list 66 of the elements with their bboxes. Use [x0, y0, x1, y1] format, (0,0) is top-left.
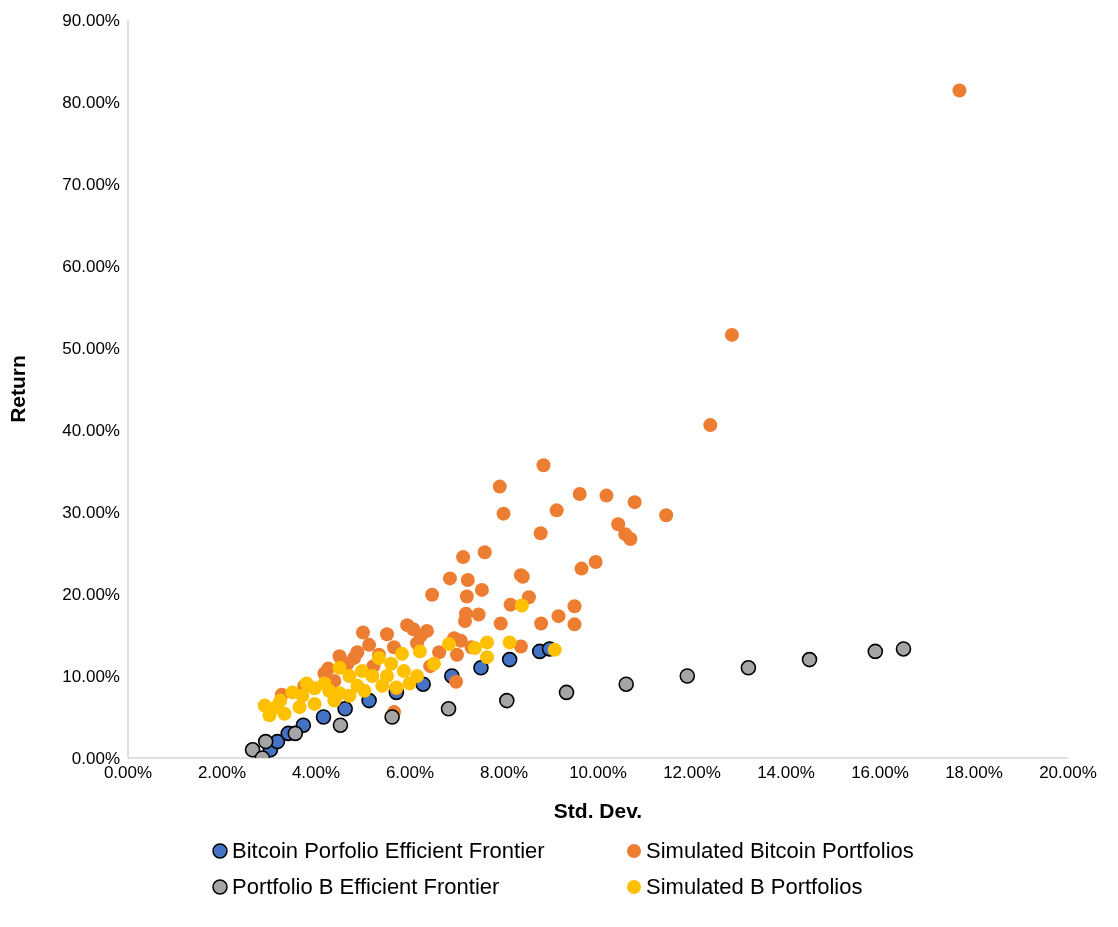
point: [402, 676, 417, 691]
x-tick-label: 8.00%: [479, 763, 529, 783]
point: [480, 635, 495, 650]
point: [384, 656, 399, 671]
point: [440, 701, 457, 717]
point: [514, 598, 529, 613]
point: [292, 700, 307, 715]
x-tick-label: 6.00%: [385, 763, 435, 783]
x-tick-label: 12.00%: [663, 763, 721, 783]
y-tick-label: 40.00%: [62, 421, 120, 441]
point: [337, 701, 353, 717]
point: [332, 660, 347, 675]
x-tick-label: 4.00%: [291, 763, 341, 783]
y-tick-label: 60.00%: [62, 257, 120, 277]
point: [801, 651, 818, 668]
y-axis-title: Return: [6, 355, 30, 423]
point: [332, 717, 349, 733]
point: [547, 642, 562, 657]
point: [442, 637, 457, 652]
legend-label: Simulated B Portfolios: [646, 874, 863, 900]
x-tick-label: 20.00%: [1039, 763, 1097, 783]
point: [395, 646, 410, 661]
point: [375, 678, 390, 693]
x-tick-label: 10.00%: [569, 763, 627, 783]
point: [322, 683, 337, 698]
point: [342, 688, 357, 703]
point: [499, 692, 515, 709]
point: [473, 660, 489, 676]
point: [618, 676, 634, 692]
point: [740, 660, 757, 676]
point: [867, 643, 884, 660]
point: [342, 669, 357, 683]
point: [287, 725, 304, 742]
point: [257, 733, 274, 750]
point: [285, 685, 300, 700]
y-tick-label: 90.00%: [62, 11, 120, 31]
point: [355, 664, 370, 679]
point: [307, 696, 322, 711]
point: [396, 664, 411, 679]
y-tick-label: 70.00%: [62, 175, 120, 195]
y-tick-label: 80.00%: [62, 93, 120, 113]
y-tick-label: 20.00%: [62, 585, 120, 605]
x-tick-label: 16.00%: [851, 763, 909, 783]
y-tick-label: 10.00%: [62, 667, 120, 687]
y-tick-label: 30.00%: [62, 503, 120, 523]
point: [412, 644, 427, 659]
legend-label: Portfolio B Efficient Frontier: [232, 874, 500, 900]
point: [679, 668, 696, 684]
x-tick-label: 14.00%: [757, 763, 815, 783]
point: [502, 635, 517, 650]
x-tick-label: 2.00%: [197, 763, 247, 783]
point: [895, 641, 912, 657]
x-tick-label: 18.00%: [945, 763, 1003, 783]
y-tick-label: 50.00%: [62, 339, 120, 359]
point: [480, 650, 495, 665]
legend-label: Simulated Bitcoin Portfolios: [646, 838, 914, 864]
point: [244, 742, 261, 758]
x-axis-title: Std. Dev.: [553, 799, 643, 822]
point: [365, 669, 380, 683]
point: [350, 678, 365, 693]
point: [315, 709, 332, 725]
legend-label: Bitcoin Porfolio Efficient Frontier: [232, 838, 545, 864]
point: [501, 651, 518, 668]
point: [384, 709, 400, 725]
point: [269, 700, 284, 715]
point: [558, 684, 575, 701]
